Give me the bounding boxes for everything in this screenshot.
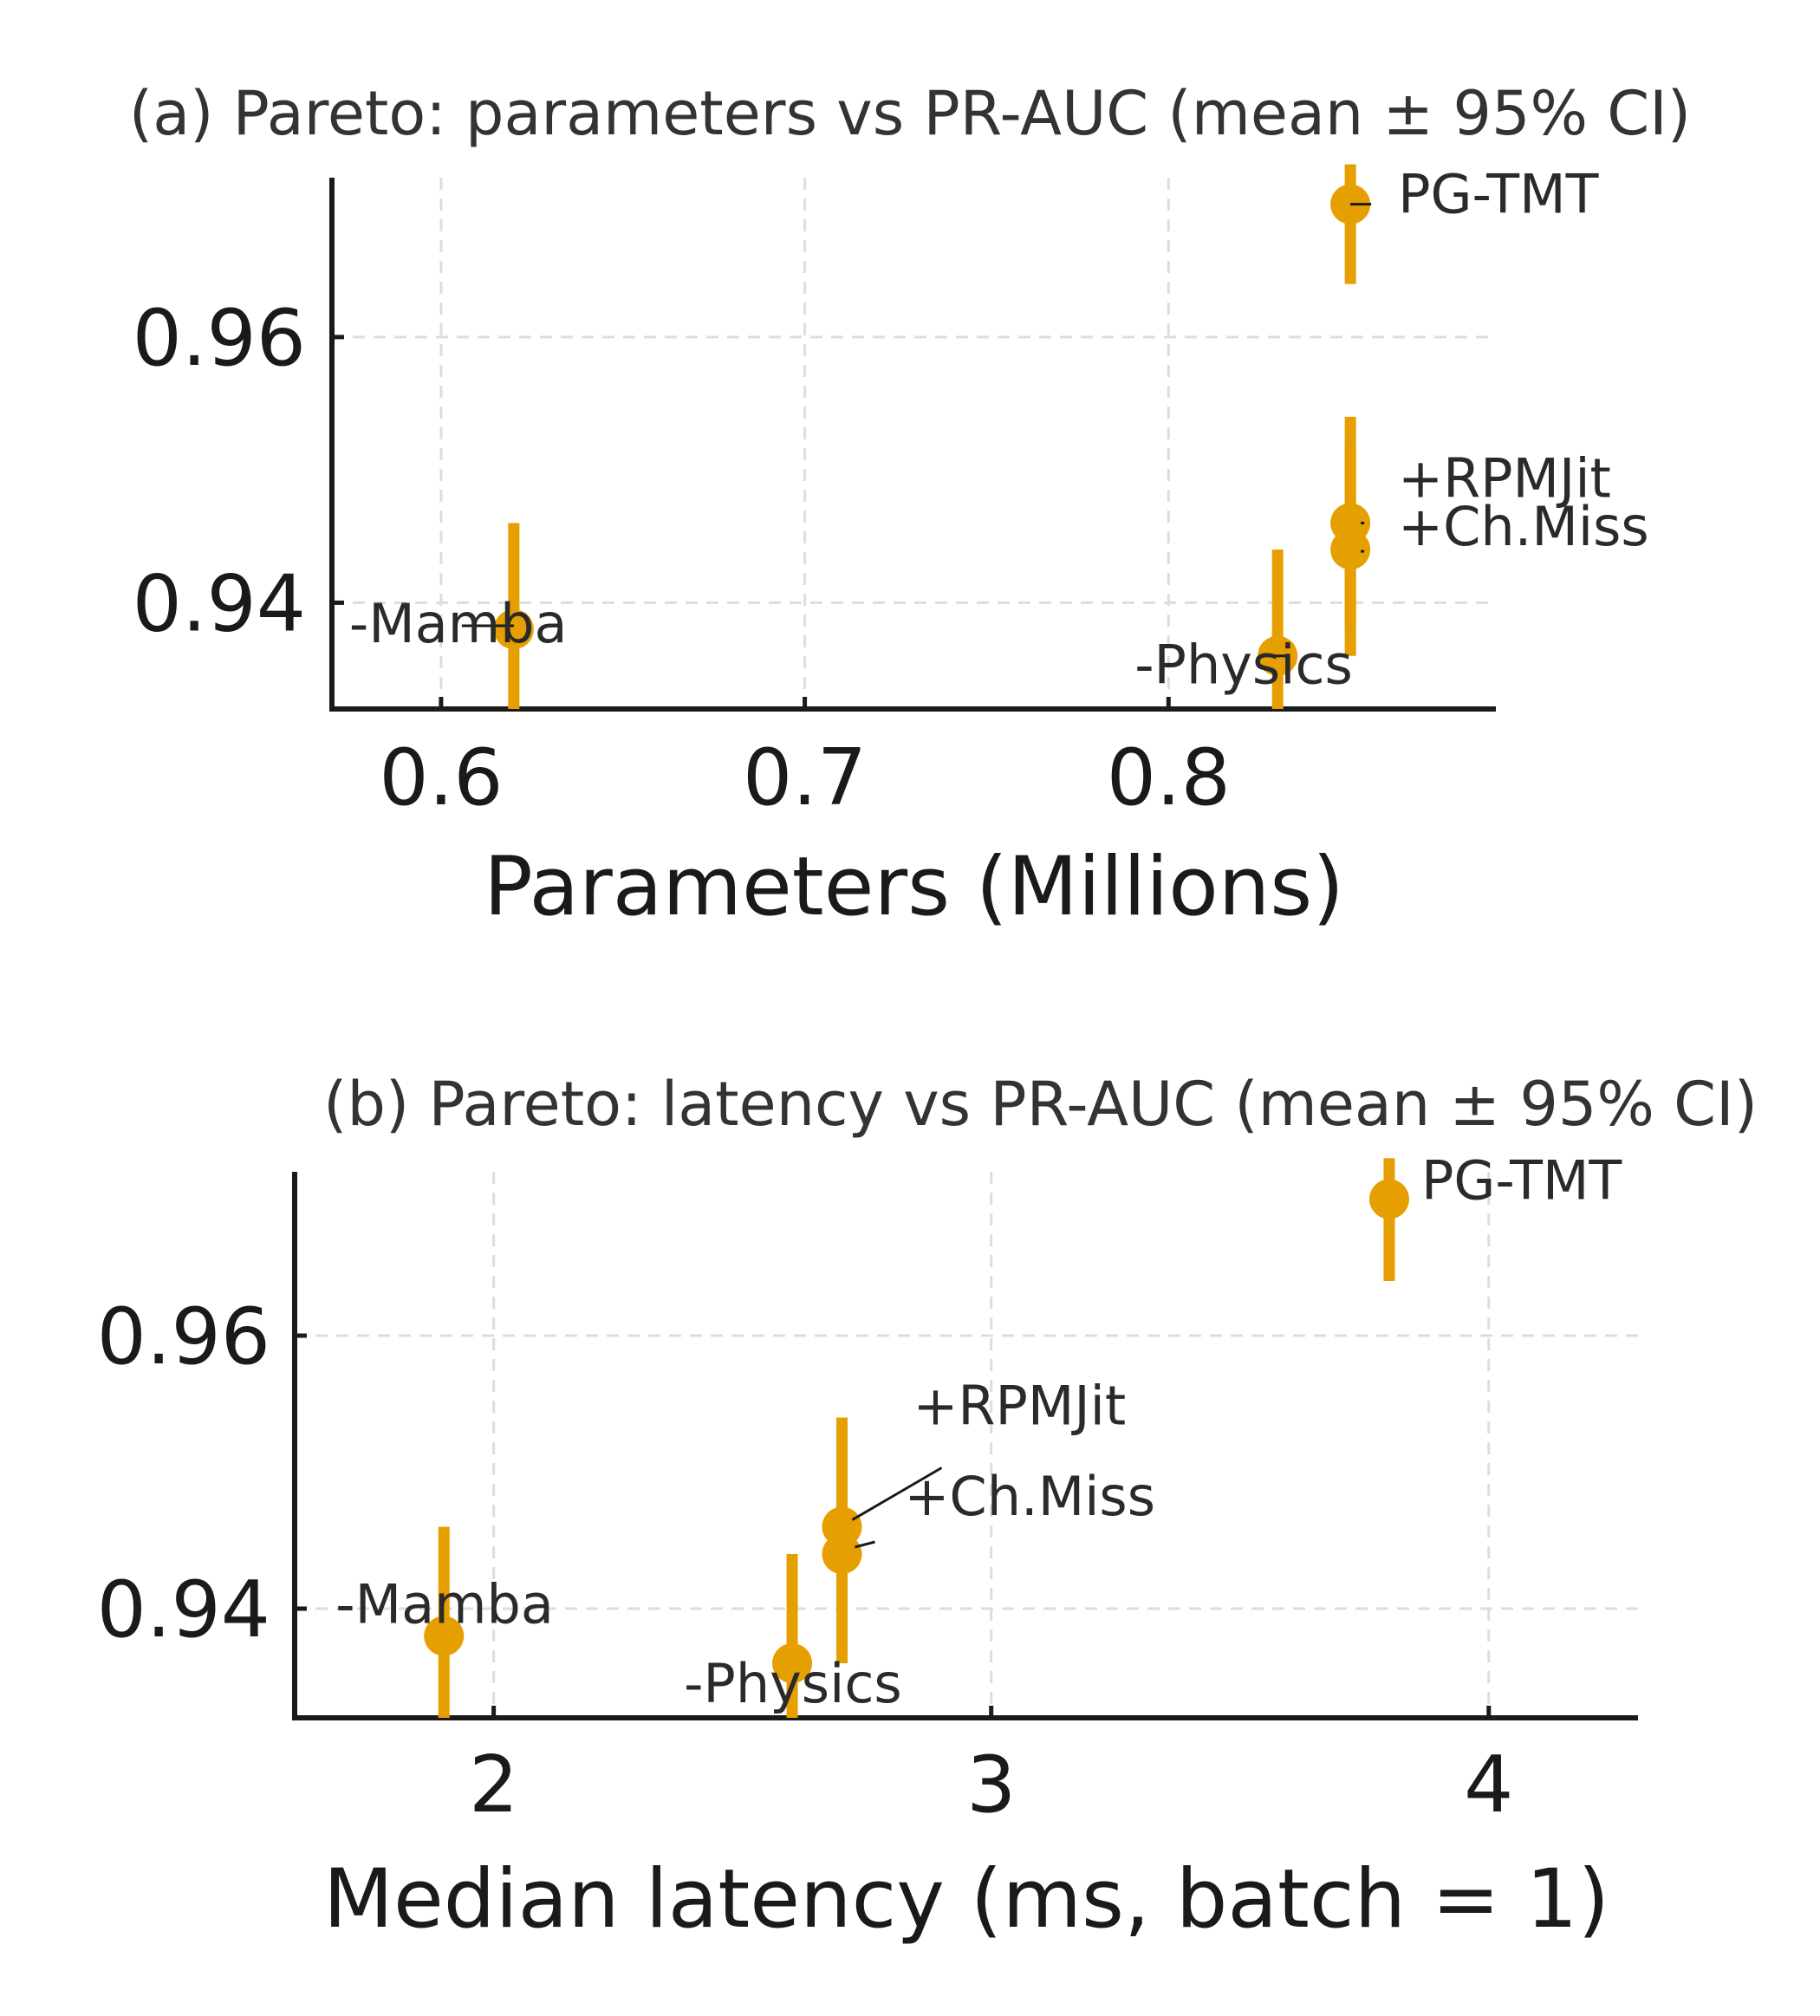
point-label: -Mamba: [335, 1573, 554, 1636]
data-point: [772, 1643, 813, 1683]
y-tick-label: 0.96: [97, 1291, 270, 1382]
data-point: [1368, 1179, 1409, 1219]
y-tick-label: 0.94: [133, 558, 306, 649]
point-label: -Physics: [684, 1652, 902, 1715]
panel-b: (b) Pareto: latency vs PR-AUC (mean ± 95…: [97, 1069, 1758, 1947]
point-label: PG-TMT: [1421, 1149, 1622, 1213]
point-label: +RPMJit: [913, 1375, 1126, 1438]
data-point: [822, 1534, 862, 1574]
panel-a: (a) Pareto: parameters vs PR-AUC (mean ±…: [129, 78, 1691, 934]
x-axis-label: Parameters (Millions): [484, 840, 1344, 934]
chart-title: (b) Pareto: latency vs PR-AUC (mean ± 95…: [323, 1069, 1758, 1140]
point-label: -Mamba: [349, 592, 568, 655]
axis-spines: [329, 178, 1496, 712]
chart-title: (a) Pareto: parameters vs PR-AUC (mean ±…: [129, 78, 1691, 149]
data-point: [424, 1616, 465, 1656]
label-leader-line: [851, 1466, 943, 1521]
y-tick-label: 0.96: [133, 293, 306, 384]
point-label: PG-TMT: [1398, 163, 1599, 226]
x-tick-label: 4: [1464, 1740, 1513, 1831]
data-point: [1330, 530, 1371, 570]
data-point: [493, 609, 534, 650]
point-label: +RPMJit: [1398, 446, 1611, 510]
x-axis-label: Median latency (ms, batch = 1): [323, 1852, 1609, 1947]
axis-spines: [292, 1172, 1638, 1720]
point-label: -Physics: [1134, 634, 1353, 697]
point-label: +Ch.Miss: [1398, 495, 1649, 558]
label-leader-line: [855, 1540, 875, 1549]
x-tick-label: 0.8: [1107, 732, 1231, 823]
x-tick-label: 0.6: [379, 732, 503, 823]
x-tick-label: 0.7: [743, 732, 867, 823]
point-label: +Ch.Miss: [904, 1465, 1155, 1528]
x-tick-label: 3: [966, 1740, 1016, 1831]
x-tick-label: 2: [469, 1740, 518, 1831]
y-tick-label: 0.94: [97, 1564, 270, 1655]
